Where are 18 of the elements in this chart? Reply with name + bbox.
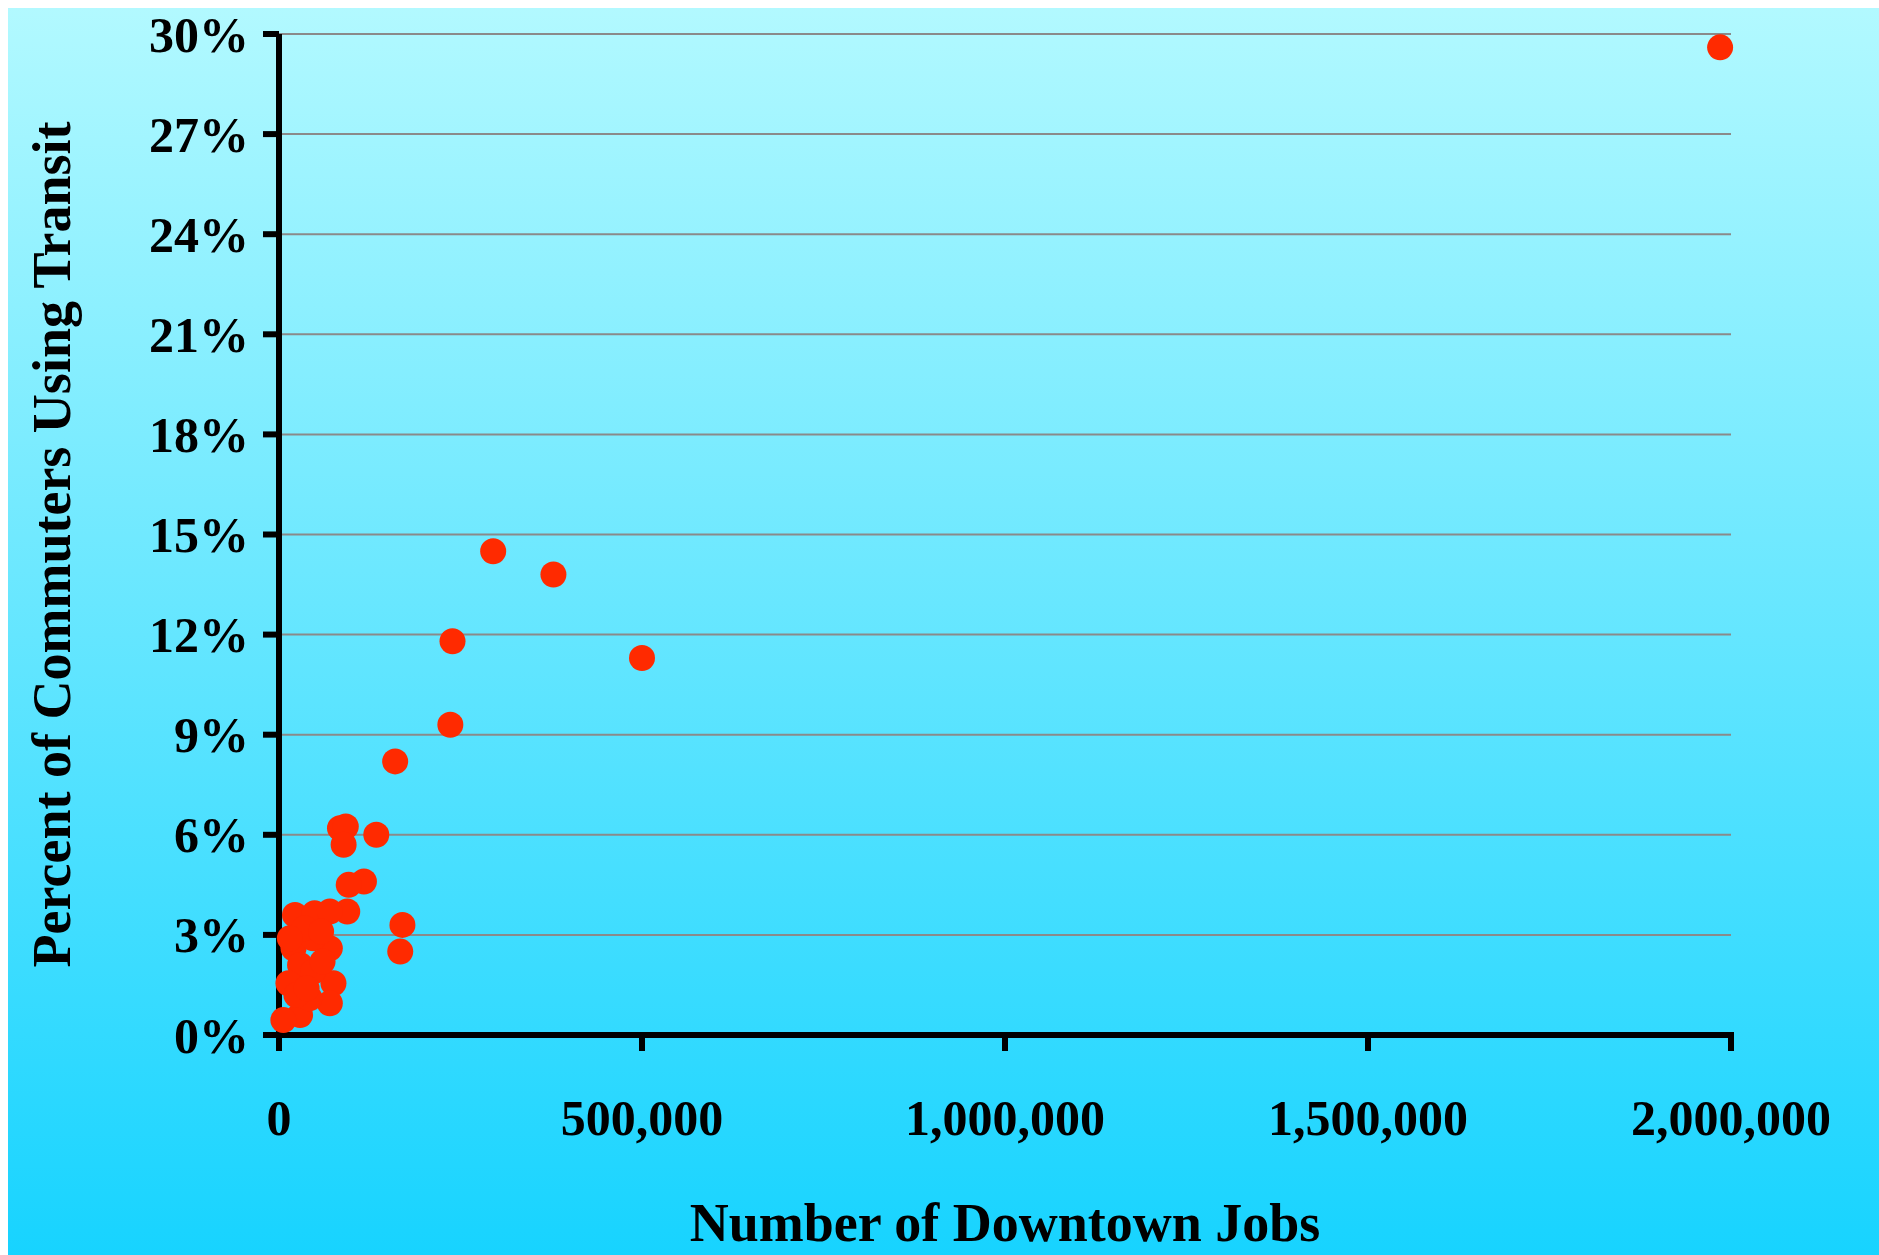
x-tick-label: 0 bbox=[266, 1090, 292, 1146]
y-tick-label: 24% bbox=[149, 206, 249, 263]
y-tick-label: 3% bbox=[174, 907, 249, 964]
x-tick-label: 1,000,000 bbox=[905, 1090, 1105, 1146]
x-tick-label: 500,000 bbox=[560, 1090, 724, 1146]
x-axis-title: Number of Downtown Jobs bbox=[689, 1193, 1321, 1253]
y-tick-label: 12% bbox=[149, 607, 249, 664]
y-tick-label: 18% bbox=[149, 406, 249, 463]
y-tick-label: 15% bbox=[149, 507, 249, 563]
x-tick-label: 2,000,000 bbox=[1631, 1090, 1831, 1146]
y-tick-label: 6% bbox=[174, 807, 249, 864]
y-tick-label: 0% bbox=[174, 1007, 249, 1064]
y-tick-label: 9% bbox=[174, 707, 249, 764]
x-tick-label: 1,500,000 bbox=[1268, 1090, 1468, 1146]
y-tick-label: 21% bbox=[149, 306, 249, 363]
y-tick-label: 27% bbox=[149, 106, 249, 163]
y-axis-title: Percent of Commuters Using Transit bbox=[22, 121, 82, 968]
y-tick-label: 30% bbox=[149, 6, 249, 63]
